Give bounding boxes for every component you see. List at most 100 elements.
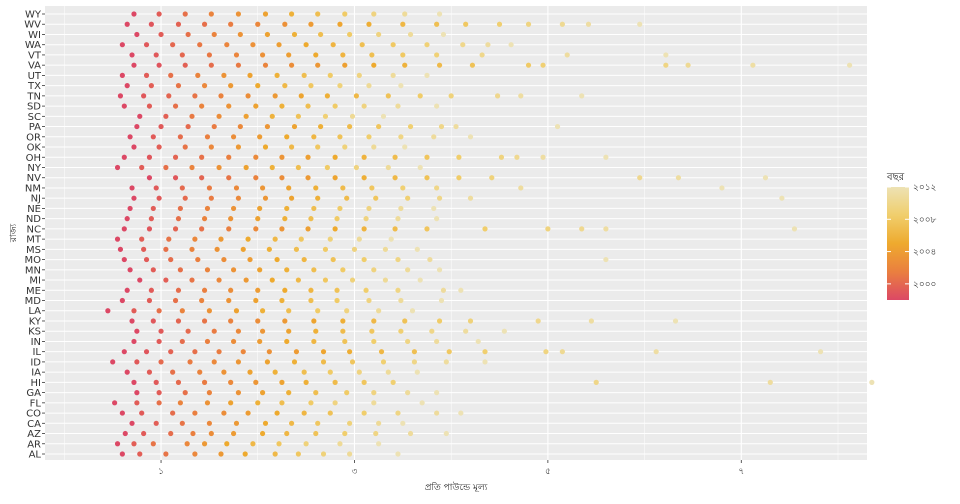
data-point-mn <box>230 267 237 273</box>
data-point-ga <box>371 390 377 396</box>
data-point-vt <box>233 52 240 58</box>
data-point-ut <box>247 72 253 78</box>
data-point-sc <box>269 113 275 119</box>
data-point-ny <box>163 164 169 171</box>
data-point-il <box>378 349 385 355</box>
data-point-ky <box>371 318 377 324</box>
data-point-nv <box>361 175 367 181</box>
data-point-fl <box>134 400 140 406</box>
data-point-ok <box>262 144 269 150</box>
data-point-wv <box>228 21 234 27</box>
data-point-va <box>540 62 546 68</box>
data-point-wa <box>359 42 365 48</box>
data-point-hi <box>390 379 396 385</box>
data-point-nj <box>373 195 379 201</box>
data-point-la <box>315 308 321 314</box>
y-tick-label: NV <box>27 173 41 184</box>
data-point-wv <box>124 21 130 27</box>
data-point-ut <box>143 72 150 78</box>
data-point-wi <box>407 31 414 38</box>
data-point-wa <box>330 42 336 48</box>
data-point-fl <box>419 400 425 406</box>
data-point-nv <box>489 175 495 181</box>
data-point-mt <box>298 236 304 242</box>
data-point-ok <box>402 144 408 150</box>
data-point-oh <box>121 154 127 160</box>
data-point-mt <box>388 236 394 242</box>
data-point-nc <box>424 226 430 232</box>
data-point-mi <box>163 277 169 283</box>
data-point-nv <box>675 175 682 181</box>
data-point-ny <box>324 164 330 171</box>
data-point-ar <box>250 441 256 447</box>
data-point-ks <box>158 328 164 334</box>
data-point-or <box>150 134 156 140</box>
data-point-ar <box>376 441 382 447</box>
y-tick-label: MS <box>26 245 41 256</box>
data-point-wv <box>585 21 592 27</box>
data-point-az <box>443 430 449 437</box>
data-point-fl <box>332 400 338 406</box>
data-point-sd <box>172 103 179 109</box>
data-point-sc <box>322 113 329 119</box>
data-point-mi <box>243 277 249 283</box>
data-point-wv <box>496 21 503 27</box>
data-point-mo <box>330 256 336 263</box>
data-point-al <box>272 451 278 457</box>
data-point-md <box>226 297 232 304</box>
data-point-id <box>380 359 387 365</box>
data-point-oh <box>540 154 546 160</box>
data-point-ok <box>289 144 295 150</box>
data-point-sd <box>332 103 338 109</box>
data-point-sd <box>279 103 285 109</box>
data-point-ms <box>141 246 147 252</box>
data-point-hi <box>303 379 309 385</box>
data-point-ia <box>356 369 362 375</box>
data-point-mn <box>311 267 317 273</box>
data-point-tn <box>218 93 224 99</box>
data-point-vt <box>400 52 406 58</box>
data-point-wi <box>264 31 271 38</box>
data-point-nc <box>305 226 311 232</box>
data-point-ia <box>414 369 420 375</box>
data-point-mi <box>382 277 389 283</box>
data-point-nv <box>392 175 398 181</box>
data-point-wi <box>237 31 243 38</box>
data-point-nc <box>199 226 205 232</box>
data-point-nd <box>255 216 261 222</box>
data-point-mo <box>427 256 433 263</box>
data-point-nj <box>235 195 242 201</box>
data-point-mi <box>322 277 329 283</box>
data-point-ks <box>340 328 346 334</box>
data-point-pa <box>438 123 445 130</box>
data-point-ok <box>342 144 348 150</box>
data-point-va <box>525 62 532 68</box>
data-point-ia <box>170 369 176 375</box>
data-point-vt <box>179 52 185 58</box>
data-point-al <box>119 451 125 457</box>
y-tick-label: LA <box>28 306 41 317</box>
data-point-wy <box>262 11 269 17</box>
data-point-ok <box>156 144 162 150</box>
data-point-va <box>436 62 443 68</box>
data-point-az <box>208 430 214 437</box>
data-point-sc <box>243 113 249 119</box>
data-point-ut <box>327 72 333 78</box>
data-point-mt <box>114 236 121 242</box>
data-point-ar <box>201 441 208 447</box>
y-tick-label: FL <box>30 398 42 409</box>
data-point-la <box>131 308 137 314</box>
data-point-me <box>334 287 340 293</box>
y-tick-label: ID <box>30 357 41 368</box>
x-tick-label: ১ <box>158 467 164 477</box>
data-point-wy <box>289 11 295 17</box>
data-point-wi <box>376 31 382 38</box>
data-point-vt <box>663 52 669 58</box>
data-point-nv <box>456 175 462 181</box>
y-axis-ticks: ALARAZCACOFLGAHIIAIDILINKSKYLAMDMEMIMNMO… <box>24 10 45 461</box>
data-point-wa <box>460 42 466 48</box>
y-tick-label: ND <box>26 214 41 225</box>
data-point-az <box>373 430 379 437</box>
data-point-pa <box>347 123 353 130</box>
y-tick-label: CO <box>26 409 41 420</box>
